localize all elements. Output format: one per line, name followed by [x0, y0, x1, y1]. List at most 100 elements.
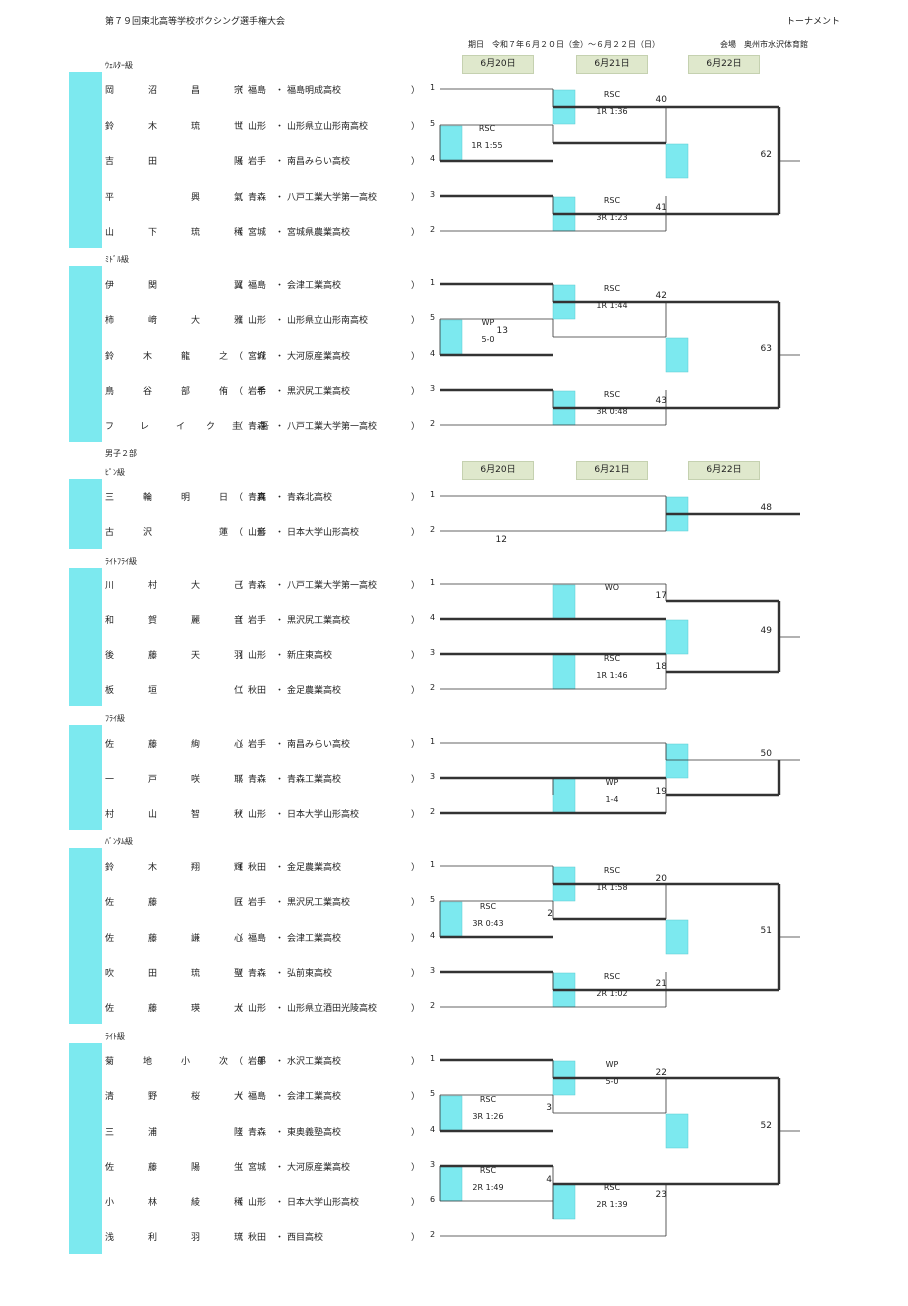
competitor-name-char: 吾: [260, 422, 270, 432]
competitor-name-char: 仁: [234, 686, 244, 696]
bout-detail: 5-0: [605, 1077, 619, 1086]
separator-dot: ・: [275, 1092, 285, 1102]
school-name: 西目高校: [287, 1233, 324, 1243]
paren-close: ）: [411, 581, 421, 591]
school-name: 会津工業高校: [287, 1092, 342, 1102]
paren-close: ）: [411, 387, 421, 397]
paren-close: ）: [411, 1128, 421, 1138]
school-name: 青森北高校: [287, 493, 333, 503]
competitor-name-char: 己: [234, 581, 244, 591]
paren-open: （: [234, 1057, 244, 1067]
competitor-name-char: 浅: [105, 1233, 115, 1243]
bout-result: RSC: [603, 972, 621, 981]
school-name: 山形県立酒田光陵高校: [287, 1004, 378, 1014]
separator-dot: ・: [275, 581, 285, 591]
competitor-name-char: 佐: [105, 934, 115, 944]
bout-detail: 1R 1:55: [471, 141, 503, 150]
competitor-name-char: 鳥: [105, 387, 115, 397]
competitor-name-char: 秋: [234, 810, 244, 820]
paren-open: （: [234, 493, 244, 503]
seed-number: 5: [430, 1089, 436, 1098]
competitor-name-char: 古: [105, 528, 115, 538]
competitor-row: 山 下 琉 稀（ 宮城・宮城県農業高校 ）: [105, 225, 435, 239]
bout-detail: 3R 0:43: [472, 919, 504, 928]
winner-marker-box: [665, 619, 689, 655]
paren-open: （: [234, 281, 244, 291]
competitor-row: 鈴 木 翔 輝（ 秋田・金足農業高校 ）: [105, 860, 435, 874]
seed-number: 2: [430, 225, 436, 234]
bout-number: 22: [655, 1068, 667, 1078]
school-name: 宮城県農業高校: [287, 228, 351, 238]
paren-open: （: [234, 228, 244, 238]
competitor-name-char: 耶: [234, 775, 244, 785]
school-name: 会津工業高校: [287, 281, 342, 291]
school-name: 金足農業高校: [287, 863, 342, 873]
school-name: 弘前東高校: [287, 969, 333, 979]
competitor-name-char: 輪: [143, 493, 153, 503]
paren-open: （: [234, 1233, 244, 1243]
bout-detail: 3R 0:48: [596, 407, 628, 416]
paren-close: ）: [411, 616, 421, 626]
school-name: 東奥義塾高校: [287, 1128, 342, 1138]
school-name: 南昌みらい高校: [287, 740, 351, 750]
paren-close: ）: [411, 281, 421, 291]
paren-close: ）: [411, 316, 421, 326]
bout-result: WO: [604, 583, 620, 592]
competitor-name-char: 三: [105, 1128, 115, 1138]
competitor-name-char: 琉: [191, 228, 201, 238]
bout-number: 12: [495, 535, 507, 545]
seed-number: 1: [430, 83, 436, 92]
weight-class-label: ﾐﾄﾞﾙ級: [105, 255, 129, 264]
competitor-row: 古 沢 蓮 音 （ 山形・日本大学山形高校 ）: [105, 525, 435, 539]
bout-number: 50: [760, 749, 772, 759]
competitor-name-char: 沢: [143, 528, 153, 538]
competitor-name-char: 小: [105, 1198, 115, 1208]
seed-number: 1: [430, 278, 436, 287]
winner-marker-box: [665, 743, 689, 779]
bout-result: RSC: [603, 1183, 621, 1192]
competitor-name-char: 希: [257, 387, 267, 397]
prefecture: 山形: [248, 528, 267, 538]
competitor-name-char: 佐: [105, 740, 115, 750]
bout-number: 4: [546, 1175, 552, 1185]
competitor-name-char: 垣: [148, 686, 158, 696]
competitor-name-char: 藤: [148, 740, 158, 750]
bout-detail: 1R 1:46: [596, 671, 628, 680]
bout-result: RSC: [603, 90, 621, 99]
competitor-name-char: 太: [234, 1004, 244, 1014]
school-name: 金足農業高校: [287, 686, 342, 696]
paren-close: ）: [411, 122, 421, 132]
paren-close: ）: [411, 86, 421, 96]
paren-close: ）: [411, 898, 421, 908]
prefecture: 福島: [248, 934, 267, 944]
competitor-name-char: 平: [105, 193, 115, 203]
competitor-name-char: 山: [105, 228, 115, 238]
division-marker-bar: [69, 568, 102, 706]
competitor-name-char: 伊: [105, 281, 115, 291]
competitor-name-char: 蓮: [219, 528, 229, 538]
separator-dot: ・: [275, 775, 285, 785]
competitor-name-char: 田: [148, 969, 158, 979]
winner-marker-box: [552, 584, 576, 620]
paren-close: ）: [411, 934, 421, 944]
prefecture: 岩手: [248, 157, 267, 167]
school-name: 八戸工業大学第一高校: [287, 422, 378, 432]
bout-number: 17: [655, 591, 667, 601]
separator-dot: ・: [275, 1128, 285, 1138]
prefecture: 青森: [248, 1128, 267, 1138]
competitor-name-char: 琉: [191, 969, 201, 979]
separator-dot: ・: [275, 387, 285, 397]
school-name: 新庄東高校: [287, 651, 333, 661]
prefecture: 山形: [248, 651, 267, 661]
prefecture: 青森: [248, 969, 267, 979]
prefecture: 福島: [248, 86, 267, 96]
school-name: 青森工業高校: [287, 775, 342, 785]
winner-marker-box: [665, 1113, 689, 1149]
weight-class-label: ｳｪﾙﾀｰ級: [105, 61, 133, 70]
separator-dot: ・: [275, 810, 285, 820]
school-name: 福島明成高校: [287, 86, 342, 96]
competitor-name-char: フ: [105, 422, 115, 432]
bout-number: 18: [655, 662, 667, 672]
paren-close: ）: [411, 1233, 421, 1243]
